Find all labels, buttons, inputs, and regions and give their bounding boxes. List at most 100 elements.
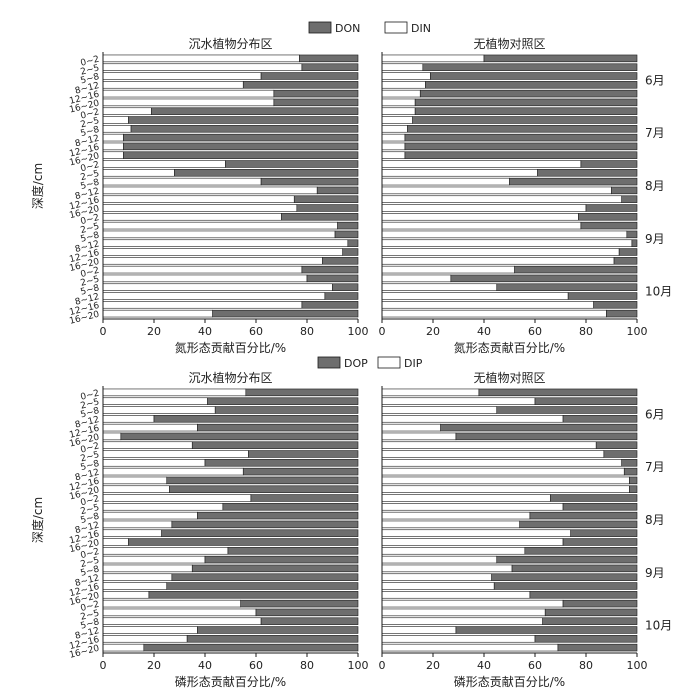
bar-din-22 [381, 239, 633, 247]
x-tick-label: 100 [348, 325, 369, 338]
bar-dop-16 [171, 520, 359, 529]
bar-dop-21 [191, 564, 359, 573]
x-tick-label: 0 [379, 659, 386, 672]
x-axis-label: 氮形态贡献百分比/% [454, 340, 565, 355]
legend-swatch-dop [317, 356, 341, 369]
legend-swatch-din [384, 21, 408, 34]
bar-don-29 [301, 301, 359, 309]
x-tick-label: 20 [147, 325, 161, 338]
bar-dop-26 [544, 608, 638, 617]
x-tick-label: 0 [100, 659, 107, 672]
bar-don-13 [580, 160, 638, 168]
x-tick-label: 20 [147, 659, 161, 672]
bar-dop-14 [562, 503, 638, 511]
y-tick-label: 2~5 [80, 63, 101, 77]
bar-din-8 [381, 116, 413, 124]
bar-dip-23 [102, 582, 168, 590]
bar-dop-1 [478, 388, 638, 397]
bar-dip-17 [381, 529, 571, 537]
bar-don-7 [151, 107, 359, 115]
y-tick-label: 5~8 [80, 283, 101, 297]
bar-dop-25 [562, 599, 638, 608]
bar-din-24 [102, 257, 323, 265]
bar-don-23 [342, 248, 359, 256]
bar-din-28 [381, 292, 569, 300]
bar-din-23 [102, 248, 343, 256]
bar-don-15 [509, 177, 638, 186]
bar-dip-22 [102, 573, 173, 581]
month-label: 9月 [645, 232, 665, 246]
bar-din-12 [102, 151, 124, 159]
y-tick-label: 5~8 [80, 178, 101, 192]
bar-dop-29 [534, 635, 638, 643]
bar-dop-5 [197, 423, 359, 432]
bar-din-11 [381, 142, 406, 151]
y-tick-label: 2~5 [80, 397, 101, 411]
bar-dop-14 [222, 503, 359, 511]
bar-dip-25 [381, 599, 564, 608]
bar-don-23 [618, 248, 638, 256]
bar-dip-21 [102, 564, 193, 573]
bar-dop-29 [186, 635, 359, 643]
bar-din-15 [381, 177, 510, 186]
bar-din-14 [102, 169, 175, 177]
bar-don-26 [450, 274, 638, 283]
bar-dip-12 [381, 485, 630, 493]
x-tick-label: 0 [379, 325, 386, 338]
bar-dop-30 [557, 643, 638, 652]
bar-dop-6 [120, 432, 359, 441]
bar-dip-6 [102, 432, 122, 441]
bar-din-23 [381, 248, 620, 256]
bar-dop-20 [204, 555, 359, 564]
y-tick-label: 5~8 [80, 406, 101, 420]
x-tick-label: 60 [528, 659, 542, 672]
x-tick-label: 40 [477, 659, 491, 672]
bar-din-9 [381, 125, 408, 133]
bar-din-20 [381, 221, 582, 230]
bar-don-1 [299, 54, 359, 63]
bar-din-17 [381, 195, 622, 203]
bar-dip-4 [102, 415, 155, 423]
y-tick-label: 5~8 [80, 564, 101, 578]
bar-don-10 [404, 133, 638, 142]
bar-don-18 [585, 204, 638, 212]
bar-dop-13 [549, 494, 638, 502]
bar-din-25 [102, 265, 303, 274]
bar-din-2 [102, 63, 303, 71]
y-tick-label: 0~2 [80, 389, 101, 403]
bar-dip-8 [381, 450, 605, 458]
bar-don-12 [123, 151, 359, 159]
bar-dop-18 [562, 538, 638, 546]
x-tick-label: 20 [426, 659, 440, 672]
bar-dip-4 [381, 415, 564, 423]
bar-din-19 [381, 213, 579, 221]
bar-dip-25 [102, 599, 241, 608]
bar-dip-18 [102, 538, 129, 546]
bar-din-21 [102, 230, 336, 239]
bar-dip-17 [102, 529, 162, 537]
x-tick-label: 100 [627, 325, 648, 338]
bar-dip-15 [381, 511, 531, 520]
bar-dip-24 [381, 591, 531, 599]
x-tick-label: 60 [249, 659, 263, 672]
month-label: 8月 [645, 513, 665, 527]
bar-din-3 [102, 72, 262, 80]
bar-don-8 [128, 116, 359, 124]
bar-dop-15 [529, 511, 638, 520]
y-tick-label: 0~2 [80, 160, 101, 174]
bar-dop-15 [197, 511, 359, 520]
y-tick-label: 5~8 [80, 72, 101, 86]
legend-label: DIP [404, 357, 423, 370]
bar-dip-29 [381, 635, 536, 643]
y-tick-label: 0~2 [80, 55, 101, 69]
bar-din-26 [381, 274, 452, 283]
bar-dop-7 [595, 441, 638, 449]
y-tick-label: 2~5 [80, 556, 101, 570]
bar-dip-20 [102, 555, 206, 564]
bar-dip-30 [381, 643, 559, 652]
month-label: 7月 [645, 460, 665, 474]
month-label: 9月 [645, 566, 665, 580]
x-tick-label: 100 [627, 659, 648, 672]
y-axis-label: 深度/cm [30, 163, 45, 209]
bar-don-26 [306, 274, 359, 283]
